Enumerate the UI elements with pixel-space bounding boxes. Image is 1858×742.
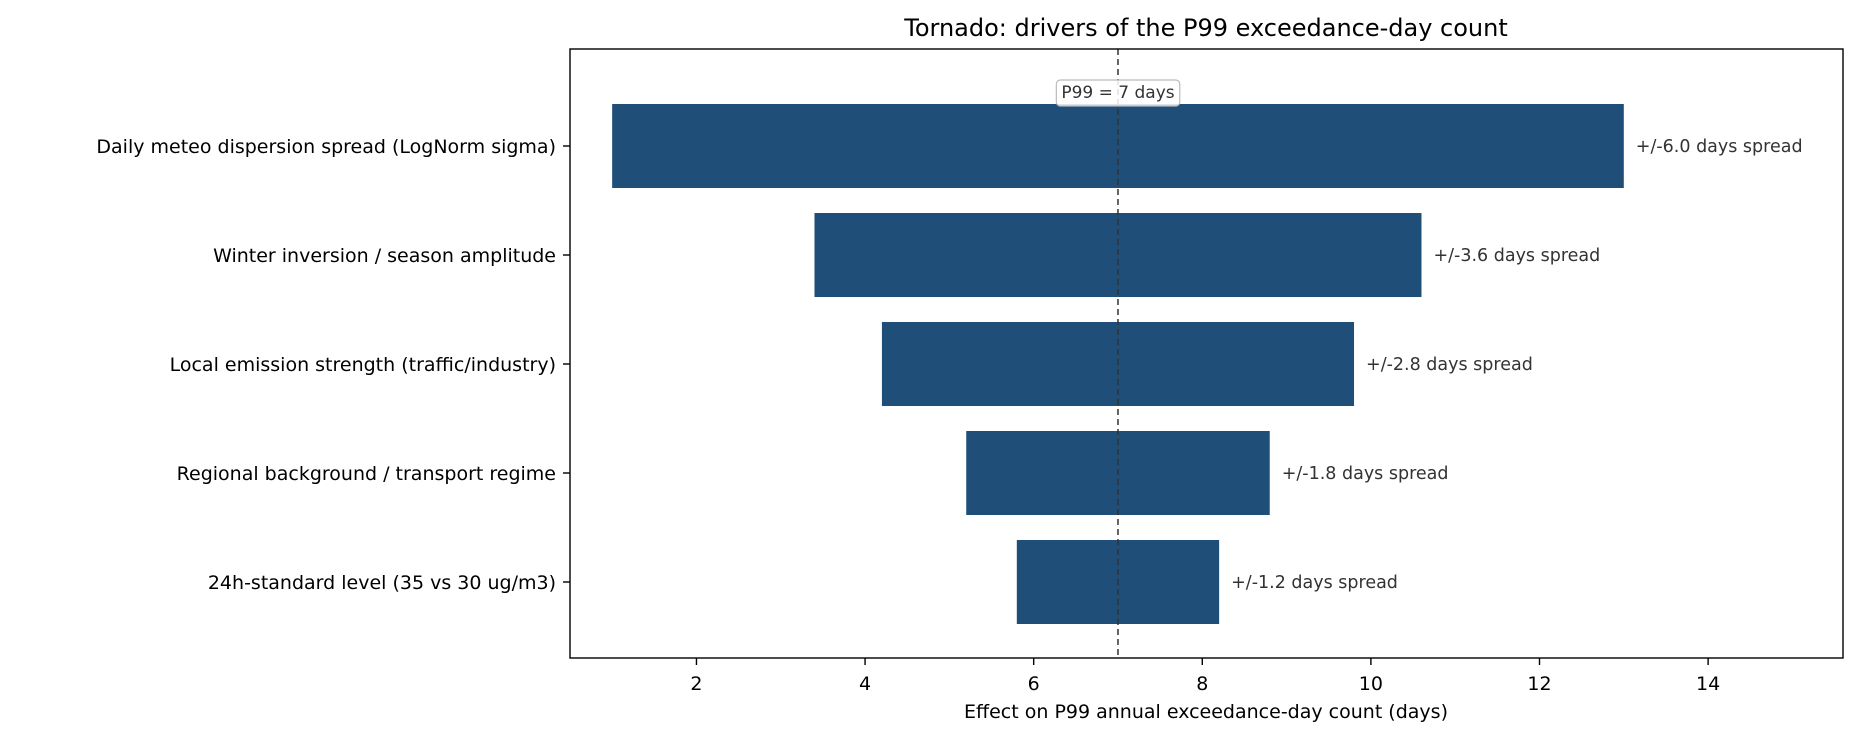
bar-value-label-1: +/-3.6 days spread bbox=[1433, 246, 1600, 266]
y-tick-label-0: Daily meteo dispersion spread (LogNorm s… bbox=[96, 136, 556, 158]
bar-0 bbox=[612, 104, 1624, 188]
bar-value-label-2: +/-2.8 days spread bbox=[1366, 355, 1533, 375]
chart-title: Tornado: drivers of the P99 exceedance-d… bbox=[903, 14, 1508, 42]
bar-value-label-3: +/-1.8 days spread bbox=[1282, 464, 1449, 484]
x-tick-label-3: 8 bbox=[1196, 673, 1208, 695]
plot-frame bbox=[569, 48, 1844, 659]
x-tick-label-5: 12 bbox=[1527, 673, 1551, 695]
labels-layer: +/-6.0 days spread +/-3.6 days spread +/-2… bbox=[1231, 137, 1802, 593]
x-tick-label-0: 2 bbox=[690, 673, 702, 695]
x-tick-label-2: 6 bbox=[1028, 673, 1040, 695]
y-tick-label-3: Regional background / transport regime bbox=[177, 463, 556, 485]
reference-line-label: P99 = 7 days bbox=[1061, 83, 1174, 103]
reference-layer: P99 = 7 days bbox=[1055, 49, 1181, 658]
bar-value-label-4: +/-1.2 days spread bbox=[1231, 573, 1398, 593]
x-tick-label-6: 14 bbox=[1696, 673, 1720, 695]
x-tick-label-1: 4 bbox=[859, 673, 871, 695]
reference-label-box bbox=[1055, 79, 1181, 107]
y-tick-label-1: Winter inversion / season amplitude bbox=[213, 245, 556, 267]
bar-value-label-0: +/-6.0 days spread bbox=[1636, 137, 1803, 157]
x-axis-label: Effect on P99 annual exceedance-day coun… bbox=[964, 701, 1448, 723]
y-tick-label-4: 24h-standard level (35 vs 30 ug/m3) bbox=[208, 572, 556, 594]
x-tick-label-4: 10 bbox=[1359, 673, 1383, 695]
y-tick-label-2: Local emission strength (traffic/industr… bbox=[170, 354, 556, 376]
axes-layer: Daily meteo dispersion spread (LogNorm s… bbox=[96, 48, 1844, 695]
